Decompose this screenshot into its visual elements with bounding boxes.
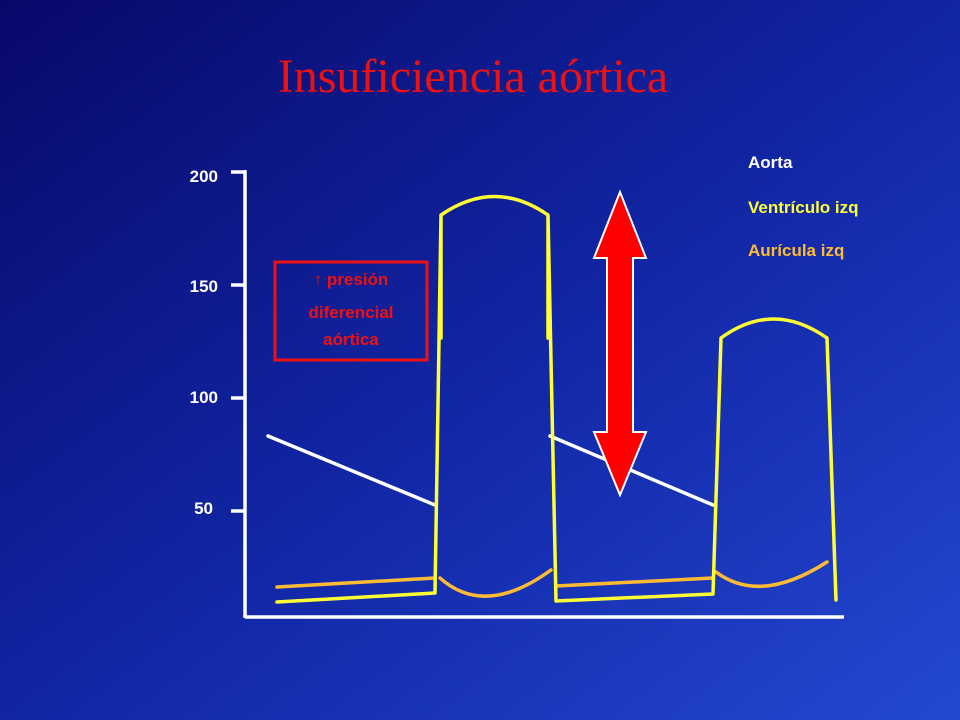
- tick-label: 150: [190, 277, 218, 296]
- tick-label: 200: [190, 167, 218, 186]
- legend-atrium: Aurícula izq: [748, 241, 844, 260]
- legend-aorta: Aorta: [748, 153, 793, 172]
- ventricle-curve: [275, 194, 838, 604]
- atrium-curve: [275, 560, 829, 598]
- legend-ventricle: Ventrículo izq: [748, 198, 859, 217]
- annotation-line: aórtica: [323, 330, 379, 349]
- aorta-curve: [266, 434, 715, 507]
- annotation-line: ↑ presión: [314, 270, 389, 289]
- tick-label: 100: [190, 388, 218, 407]
- annotation-line: diferencial: [308, 303, 393, 322]
- pressure-arrow: [592, 189, 648, 498]
- title: Insuficiencia aórtica: [278, 50, 668, 103]
- annotation-box: [273, 260, 429, 362]
- axes: [231, 170, 844, 619]
- tick-label: 50: [194, 499, 213, 518]
